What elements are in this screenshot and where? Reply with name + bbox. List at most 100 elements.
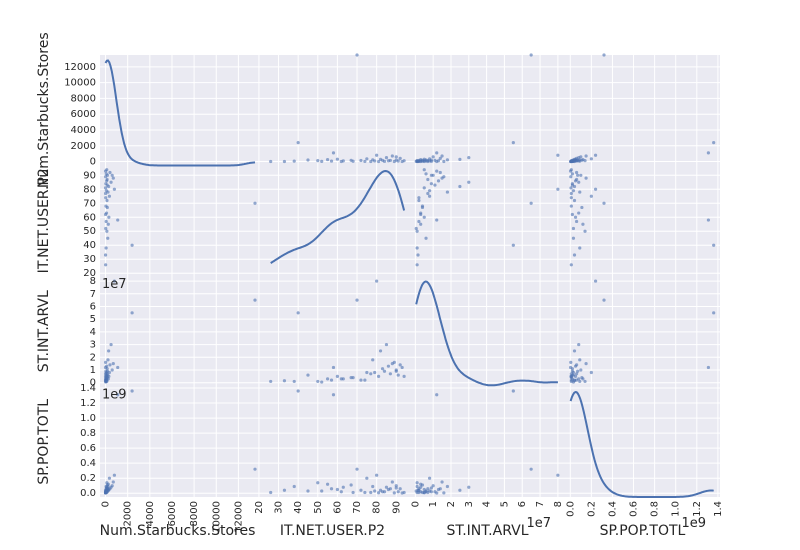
point-2-1-35 (369, 372, 373, 376)
point-1-3-4 (584, 176, 588, 180)
point-0-3-0 (602, 53, 606, 57)
x-tick-label-3-2: 0.4 (607, 501, 618, 517)
point-2-3-17 (574, 372, 579, 376)
point-2-3-3 (593, 279, 598, 283)
point-1-3-28 (570, 182, 574, 186)
point-1-0-37 (103, 186, 108, 190)
point-2-0-0 (253, 298, 257, 302)
point-3-1-3 (375, 473, 379, 477)
point-3-1-4 (390, 480, 394, 484)
panel-1-0 (100, 165, 255, 276)
point-2-1-23 (373, 370, 377, 375)
y-tick-label-1-3: 50 (83, 226, 96, 237)
point-0-2-34 (416, 159, 420, 164)
point-3-2-19 (415, 481, 419, 485)
point-0-1-9 (335, 157, 340, 161)
point-3-1-37 (377, 491, 381, 495)
point-2-1-10 (378, 349, 383, 353)
y-tick-label-1-5: 70 (83, 198, 96, 209)
x-axis-label-2: ST.INT.ARVL (446, 523, 528, 539)
point-3-1-2 (331, 393, 336, 397)
point-2-1-1 (296, 311, 300, 315)
y-tick-label-2-3: 3 (90, 340, 96, 351)
point-3-2-0 (529, 467, 533, 471)
point-0-2-12 (445, 158, 450, 162)
point-1-3-1 (712, 243, 716, 247)
point-2-3-34 (572, 379, 577, 383)
point-3-2-1 (511, 389, 515, 393)
point-0-2-35 (426, 159, 430, 164)
point-0-3-2 (706, 151, 711, 155)
point-2-3-5 (579, 368, 583, 372)
point-1-0-19 (105, 229, 109, 233)
y-tick-label-2-1: 1 (90, 365, 96, 376)
point-3-1-36 (400, 491, 404, 495)
point-3-2-34 (416, 488, 420, 492)
point-1-0-28 (104, 182, 108, 186)
point-1-2-27 (420, 204, 425, 208)
kde-line-ST.INT.ARVL (415, 280, 558, 387)
point-1-0-23 (104, 189, 109, 193)
point-0-2-33 (419, 159, 423, 164)
point-3-1-19 (316, 481, 320, 485)
x-tick-label-3-6: 1.2 (692, 501, 703, 517)
point-3-1-5 (394, 484, 398, 488)
point-2-1-36 (400, 365, 404, 370)
point-1-2-17 (426, 177, 430, 182)
x-tick-label-2-6: 6 (517, 501, 528, 507)
x-tick-label-0-6: 12000 (233, 501, 244, 533)
point-1-2-31 (415, 263, 419, 267)
point-0-2-6 (467, 156, 471, 160)
point-1-3-6 (577, 180, 581, 184)
point-1-0-6 (109, 180, 113, 184)
point-2-3-32 (569, 360, 573, 364)
x-tick-label-3-3: 0.6 (629, 501, 640, 517)
point-1-0-7 (108, 170, 112, 175)
point-0-1-1 (296, 141, 300, 145)
point-3-0-4 (111, 480, 115, 484)
point-3-1-1 (296, 389, 300, 393)
point-1-3-33 (570, 212, 574, 217)
point-0-3-1 (712, 141, 716, 145)
point-1-3-25 (574, 219, 579, 224)
point-1-2-24 (424, 172, 428, 176)
y-tick-label-3-5: 1.0 (80, 413, 96, 424)
point-3-2-26 (415, 484, 419, 489)
point-0-2-7 (438, 156, 442, 160)
y-tick-label-2-2: 2 (90, 352, 96, 363)
point-0-3-4 (584, 154, 588, 158)
point-1-3-18 (572, 198, 577, 203)
point-1-0-2 (116, 218, 120, 222)
x-tick-label-1-3: 50 (313, 501, 324, 514)
point-2-1-0 (355, 298, 359, 302)
point-2-1-2 (331, 365, 336, 370)
point-2-3-0 (602, 298, 606, 302)
point-1-2-25 (417, 219, 421, 224)
point-2-1-7 (398, 363, 402, 367)
point-2-0-32 (104, 360, 108, 364)
point-1-2-20 (422, 168, 426, 172)
point-1-3-5 (579, 173, 583, 177)
point-1-0-13 (106, 236, 110, 240)
y-tick-label-2-7: 7 (90, 289, 96, 300)
y-tick-label-1-2: 40 (83, 240, 96, 251)
x-tick-label-0-0: 0 (101, 501, 112, 507)
x-tick-label-3-1: 0.2 (586, 501, 597, 517)
point-2-1-19 (316, 379, 320, 384)
point-1-0-34 (103, 253, 108, 257)
point-2-1-30 (363, 378, 367, 382)
y-tick-label-3-0: 0.0 (80, 488, 96, 499)
y-axis-label-0: Num.Starbucks.Stores (36, 32, 52, 188)
point-1-3-37 (569, 186, 573, 190)
point-2-3-36 (568, 365, 573, 370)
point-1-3-29 (571, 226, 576, 231)
x-offset-label-2: 1e7 (526, 516, 551, 531)
point-2-3-10 (572, 349, 577, 353)
point-2-0-34 (103, 379, 108, 383)
x-tick-label-3-4: 0.8 (650, 501, 661, 517)
y-axis-label-2: ST.INT.ARVL (36, 290, 52, 372)
x-tick-label-2-4: 4 (482, 501, 493, 507)
point-0-1-18 (359, 158, 363, 163)
x-axis-label-3: SP.POP.TOTL (600, 523, 686, 539)
